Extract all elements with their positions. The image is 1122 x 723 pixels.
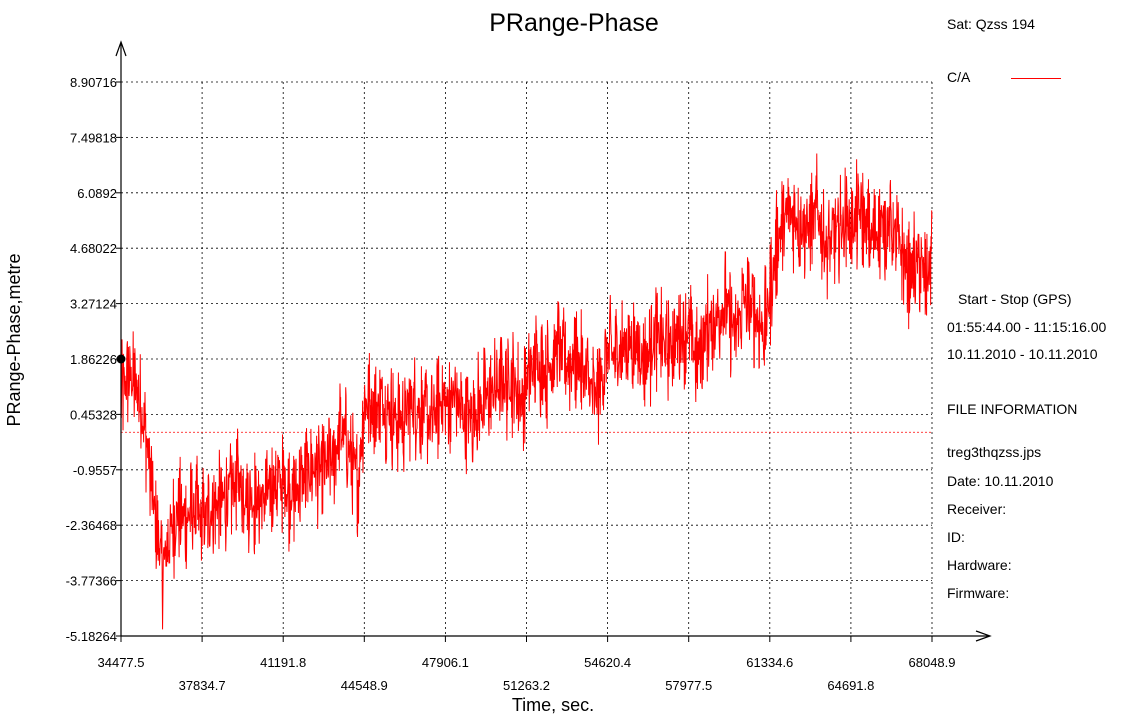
x-tick-label: 64691.8 bbox=[827, 678, 874, 693]
receiver-label: Receiver: bbox=[947, 501, 1007, 517]
hardware-label: Hardware: bbox=[947, 557, 1012, 573]
legend-item-ca: C/A bbox=[947, 69, 1062, 85]
y-axis-arrow bbox=[115, 40, 127, 57]
y-tick-label: 7.49818 bbox=[70, 130, 117, 145]
y-tick-label: 0.45328 bbox=[70, 407, 117, 422]
x-axis-label: Time, sec. bbox=[512, 695, 594, 715]
x-tick-label: 68048.9 bbox=[909, 655, 956, 670]
y-tick-label: 3.27124 bbox=[70, 297, 117, 312]
x-tick-labels: 34477.5 37834.7 41191.8 44548.9 47906.1 51263… bbox=[98, 655, 956, 693]
y-tick-label: -2.36468 bbox=[66, 518, 117, 533]
x-tick-label: 57977.5 bbox=[665, 678, 712, 693]
y-tick-label: 1.86226 bbox=[70, 352, 117, 367]
series-line-ca bbox=[120, 153, 933, 630]
satellite-label: Sat: Qzss 194 bbox=[947, 16, 1035, 32]
y-tick-label: -0.9557 bbox=[73, 463, 117, 478]
time-range: 01:55:44.00 - 11:15:16.00 bbox=[947, 319, 1107, 335]
x-tick-label: 54620.4 bbox=[584, 655, 631, 670]
file-date: Date: 10.11.2010 bbox=[947, 473, 1054, 489]
start-stop-title: Start - Stop (GPS) bbox=[958, 291, 1072, 307]
x-tick-label: 37834.7 bbox=[179, 678, 226, 693]
y-tick-label: 6.0892 bbox=[77, 186, 117, 201]
axes bbox=[115, 40, 992, 642]
y-tick-label: 8.90716 bbox=[70, 75, 117, 90]
date-range: 10.11.2010 - 10.11.2010 bbox=[947, 346, 1098, 362]
x-tick-label: 44548.9 bbox=[341, 678, 388, 693]
y-axis-label: PRange-Phase,metre bbox=[4, 253, 24, 426]
x-tick-label: 51263.2 bbox=[503, 678, 550, 693]
data-marker bbox=[116, 354, 126, 364]
x-tick-label: 61334.6 bbox=[746, 655, 793, 670]
y-tick-labels: 8.90716 7.49818 6.0892 4.68022 3.27124 1.8622… bbox=[66, 75, 117, 644]
firmware-label: Firmware: bbox=[947, 585, 1010, 601]
legend-swatch bbox=[1011, 77, 1062, 79]
x-tick-label: 34477.5 bbox=[98, 655, 145, 670]
y-tick-label: -3.77366 bbox=[66, 574, 117, 589]
file-name: treg3thqzss.jps bbox=[947, 444, 1042, 460]
y-tick-label: -5.18264 bbox=[66, 629, 117, 644]
legend-label: C/A bbox=[947, 69, 970, 85]
chart-title: PRange-Phase bbox=[489, 9, 659, 37]
file-info-title: FILE INFORMATION bbox=[947, 401, 1078, 417]
x-tick-label: 47906.1 bbox=[422, 655, 469, 670]
series-layer bbox=[120, 153, 933, 630]
x-axis-arrow bbox=[975, 630, 992, 642]
x-tick-label: 41191.8 bbox=[260, 655, 306, 670]
id-label: ID: bbox=[947, 529, 965, 545]
y-tick-label: 4.68022 bbox=[70, 241, 117, 256]
grid bbox=[121, 81, 933, 636]
